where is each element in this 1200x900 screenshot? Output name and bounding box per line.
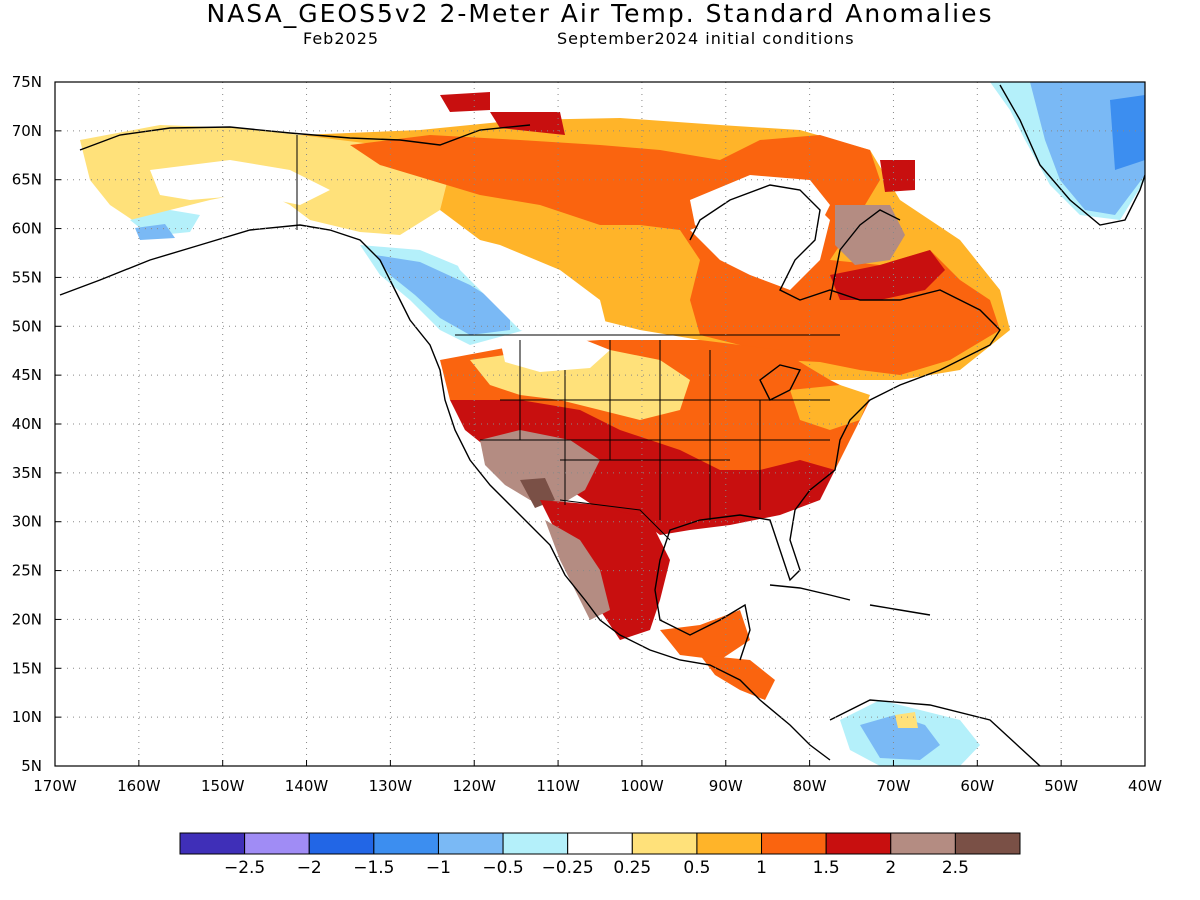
coastlines (59, 84, 1145, 766)
longitude-label: 80W (793, 777, 827, 795)
colorbar (179, 832, 1021, 855)
anomaly-region-central-america-orange (700, 655, 775, 700)
colorbar-swatch (502, 832, 569, 855)
map-title: NASA_GEOS5v2 2-Meter Air Temp. Standard … (206, 0, 994, 28)
longitude-label: 130W (369, 777, 413, 795)
colorbar-swatch (890, 832, 956, 855)
colorbar-swatch (179, 832, 246, 855)
colorbar-label: −2 (297, 858, 322, 878)
longitude-label: 60W (960, 777, 994, 795)
colorbar-label: 2.5 (942, 858, 969, 878)
latitude-label: 25N (12, 562, 42, 580)
colorbar-swatch (437, 832, 504, 855)
colorbar-swatch (761, 832, 827, 855)
latitude-label: 70N (12, 122, 42, 140)
anomaly-region-labrador-red (830, 250, 945, 300)
latitude-label: 75N (12, 73, 42, 91)
longitude-label: 90W (709, 777, 743, 795)
colorbar-swatch (825, 832, 892, 855)
colorbar-label: 0.5 (683, 858, 710, 878)
colorbar-label: 0.25 (613, 858, 651, 878)
colorbar-label: −1.5 (353, 858, 394, 878)
initial-conditions: September2024 initial conditions (557, 29, 855, 48)
longitude-label: 50W (1044, 777, 1078, 795)
colorbar-swatch (631, 832, 698, 855)
latitude-label: 20N (12, 610, 42, 628)
colorbar-label: −0.5 (482, 858, 523, 878)
longitude-label: 100W (620, 777, 664, 795)
latitude-label: 55N (12, 268, 42, 286)
anomaly-region-alaska-neutral (150, 160, 330, 205)
anomaly-region-hudson-neutral (690, 175, 830, 255)
anomaly-region-alaska-cold (135, 224, 175, 240)
latitude-label: 65N (12, 171, 42, 189)
anomaly-region-bc-cold (375, 255, 510, 335)
colorbar-swatch (954, 832, 1021, 855)
latitude-label: 5N (21, 757, 42, 775)
anomaly-region-montana-neutral (500, 338, 610, 372)
political-boundaries (296, 135, 840, 541)
longitude-label: 140W (285, 777, 329, 795)
latitude-label: 10N (12, 708, 42, 726)
anomaly-region-southwest-red (450, 400, 835, 535)
latitude-label: 35N (12, 464, 42, 482)
colorbar-labels: −2.5 −2 −1.5 −1 −0.5 −0.25 0.25 0.5 1 1.5 2 2.5 (224, 858, 969, 878)
anomaly-region-quebec-brown (835, 205, 905, 265)
latitude-label: 50N (12, 317, 42, 335)
colorbar-swatch (696, 832, 763, 855)
anomaly-region-yucatan-orange (660, 610, 750, 660)
longitude-label: 110W (536, 777, 580, 795)
anomaly-field (59, 82, 1145, 766)
longitude-label: 150W (201, 777, 245, 795)
latitude-label: 40N (12, 415, 42, 433)
anomaly-region-prairie-neutral (440, 230, 610, 345)
longitude-label: 70W (877, 777, 911, 795)
colorbar-swatch (373, 832, 439, 855)
forecast-month: Feb2025 (303, 29, 380, 48)
anomaly-region-southwest-brown (480, 430, 600, 505)
longitude-label: 170W (33, 777, 77, 795)
longitude-label: 120W (452, 777, 496, 795)
anomaly-region-greenland-colder (1110, 95, 1145, 170)
colorbar-label: 1 (756, 858, 767, 878)
longitude-label: 40W (1128, 777, 1162, 795)
anomaly-region-southwest-dark-brown (520, 478, 555, 508)
latitude-labels: 75N 70N 65N 60N 55N 50N 45N 40N 35N 30N 25N 20N 15N 1… (12, 73, 61, 775)
colorbar-label: 2 (885, 858, 896, 878)
latitude-label: 60N (12, 220, 42, 238)
latitude-label: 45N (12, 366, 42, 384)
anomaly-region-south-america-cold (860, 715, 940, 760)
anomaly-region-mexico-brown (545, 520, 610, 620)
latitude-label: 15N (12, 659, 42, 677)
anomaly-region-south-america-warm (895, 712, 918, 728)
colorbar-label: −2.5 (224, 858, 265, 878)
longitude-label: 160W (117, 777, 161, 795)
colorbar-label: −1 (426, 858, 451, 878)
anomaly-region-arctic-red (440, 92, 915, 192)
longitude-labels: 170W 160W 150W 140W 130W 120W 110W 100W 90W 80W 70… (33, 760, 1162, 795)
anomaly-region-mexico-red (540, 500, 670, 640)
colorbar-swatch (567, 832, 633, 855)
colorbar-label: −0.25 (542, 858, 594, 878)
graticule (55, 82, 1145, 766)
colorbar-label: 1.5 (813, 858, 840, 878)
colorbar-swatch (308, 832, 375, 855)
anomaly-region-canada-deep-orange (350, 135, 1000, 375)
colorbar-swatch (244, 832, 310, 855)
latitude-label: 30N (12, 513, 42, 531)
